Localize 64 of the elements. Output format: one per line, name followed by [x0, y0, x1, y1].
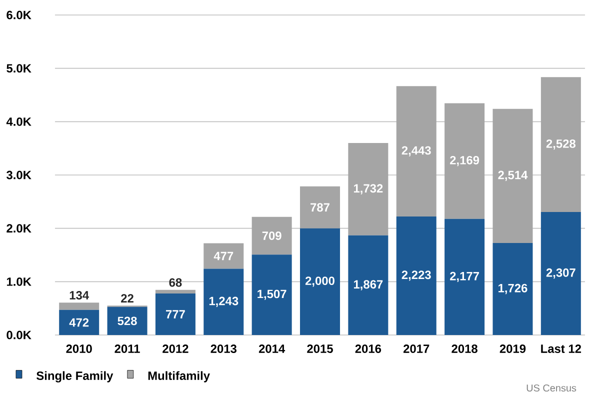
y-tick-label: 6.0K: [6, 10, 32, 20]
x-tick-label: 2019: [500, 344, 526, 353]
data-label: 134: [70, 291, 89, 300]
data-label: 1,867: [354, 280, 383, 290]
data-label: 528: [118, 316, 137, 326]
data-label: 2,177: [450, 272, 479, 282]
data-label: 68: [169, 278, 182, 287]
bar: [252, 254, 292, 335]
data-label: 2,443: [402, 146, 431, 156]
x-tick-label: 2016: [355, 344, 382, 353]
x-tick-label: 2010: [66, 344, 92, 353]
x-tick-label: Last 12: [541, 344, 582, 353]
x-tick-label: 2011: [114, 344, 140, 353]
y-tick-label: 5.0K: [6, 64, 32, 73]
bar: [155, 294, 196, 335]
data-label: 777: [166, 310, 185, 318]
x-tick-label: 2014: [258, 344, 286, 353]
bar: [59, 302, 100, 310]
bar: [444, 103, 485, 219]
bar: [107, 306, 148, 335]
x-tick-label: 2013: [210, 344, 236, 354]
bar: [204, 243, 244, 269]
data-label: 709: [262, 231, 282, 240]
bar: [252, 216, 292, 255]
legend-label: Single Family: [36, 371, 114, 382]
data-label: 1,726: [498, 284, 528, 294]
bar: [300, 186, 340, 228]
data-label: 787: [310, 203, 330, 212]
x-tick-label: 2015: [307, 344, 333, 353]
bar: [396, 216, 436, 335]
bar: [155, 290, 196, 294]
y-tick-label: 2.0K: [6, 224, 32, 233]
x-tick-label: 2012: [162, 344, 188, 353]
bar: [348, 235, 388, 335]
bar: [396, 86, 436, 216]
y-tick-label: 4.0K: [6, 117, 32, 126]
y-tick-label: 0.0K: [6, 330, 32, 340]
bar: [540, 212, 581, 335]
data-label: 2,307: [546, 268, 576, 279]
data-label: 1,243: [209, 296, 238, 307]
text: US Census: [526, 384, 576, 392]
data-label: 22: [121, 294, 134, 302]
bar: [492, 242, 533, 335]
data-label: 2,528: [546, 139, 576, 150]
legend-label: Multifamily: [148, 371, 210, 382]
y-tick-label: 1.0K: [6, 277, 32, 286]
data-label: 477: [214, 252, 234, 260]
bar: [300, 228, 340, 335]
y-tick-label: 3.0K: [6, 170, 32, 180]
data-label: 2,169: [450, 156, 480, 166]
bar: [59, 310, 100, 335]
data-label: 2,223: [402, 270, 431, 281]
bar: [348, 143, 388, 236]
x-tick-label: 2017: [403, 344, 430, 353]
x-tick-label: 2018: [452, 344, 478, 353]
data-label: 2,514: [498, 170, 528, 181]
data-label: 2,000: [305, 276, 334, 287]
data-label: 472: [69, 318, 89, 327]
bar: [444, 218, 485, 335]
data-label: 1,507: [258, 290, 286, 300]
bar: [540, 77, 581, 212]
data-label: 1,732: [354, 184, 383, 194]
bar: [204, 268, 244, 335]
bar: [492, 108, 533, 243]
